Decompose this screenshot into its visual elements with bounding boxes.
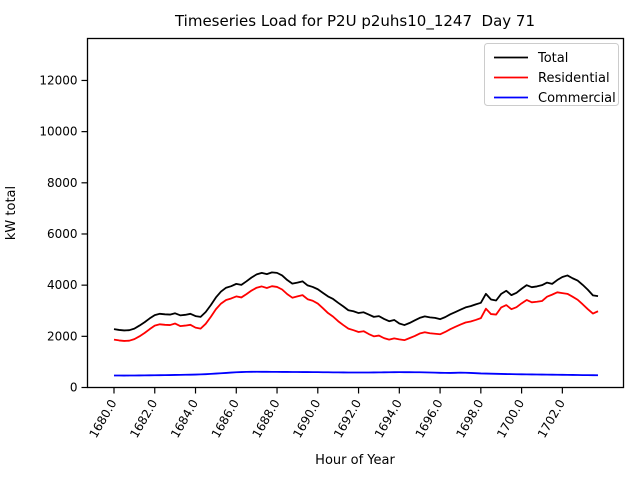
x-tick-label: 1682.0 [127, 397, 160, 440]
y-tick-label: 12000 [39, 73, 77, 87]
x-tick-label: 1698.0 [453, 397, 486, 440]
x-tick-label: 1694.0 [372, 397, 405, 440]
y-tick-label: 10000 [39, 125, 77, 139]
series-lines [113, 271, 599, 377]
x-tick-label: 1684.0 [168, 397, 201, 440]
x-tick-label: 1700.0 [494, 397, 527, 440]
series-line-commercial [113, 370, 599, 377]
y-tick-label: 4000 [47, 278, 78, 292]
legend: Total Residential Commercial [484, 43, 619, 106]
y-tick-label: 0 [70, 381, 78, 395]
x-tick-label: 1690.0 [290, 397, 323, 440]
x-tick-label: 1696.0 [413, 397, 446, 440]
series-line-residential [113, 285, 599, 342]
legend-box [484, 43, 619, 106]
y-tick-label: 8000 [47, 176, 78, 190]
x-tick-label: 1680.0 [86, 397, 119, 440]
chart-title: Timeseries Load for P2U p2uhs10_1247 Day… [174, 12, 535, 31]
x-tick-label: 1688.0 [250, 397, 283, 440]
legend-entry-commercial: Commercial [494, 91, 616, 106]
legend-entry-residential: Residential [494, 71, 610, 86]
legend-entry-total: Total [494, 51, 568, 66]
y-axis-label: kW total [4, 186, 19, 240]
x-tick-label: 1692.0 [331, 397, 364, 440]
y-tick-label: 2000 [47, 329, 78, 343]
x-axis-label: Hour of Year [315, 453, 395, 468]
x-tick-label: 1702.0 [535, 397, 568, 440]
series-line-total [113, 271, 599, 332]
legend-label: Commercial [538, 91, 616, 106]
legend-label: Total [537, 51, 568, 66]
x-axis-ticks: 1680.0 1682.0 1684.0 1686.0 1688.0 1690.0 1692… [86, 387, 568, 440]
y-axis-ticks: 0 2000 4000 6000 8000 10000 12000 [39, 73, 88, 395]
legend-label: Residential [538, 71, 610, 86]
plot-area [86, 37, 625, 389]
x-tick-label: 1686.0 [209, 397, 242, 440]
y-tick-label: 6000 [47, 227, 78, 241]
